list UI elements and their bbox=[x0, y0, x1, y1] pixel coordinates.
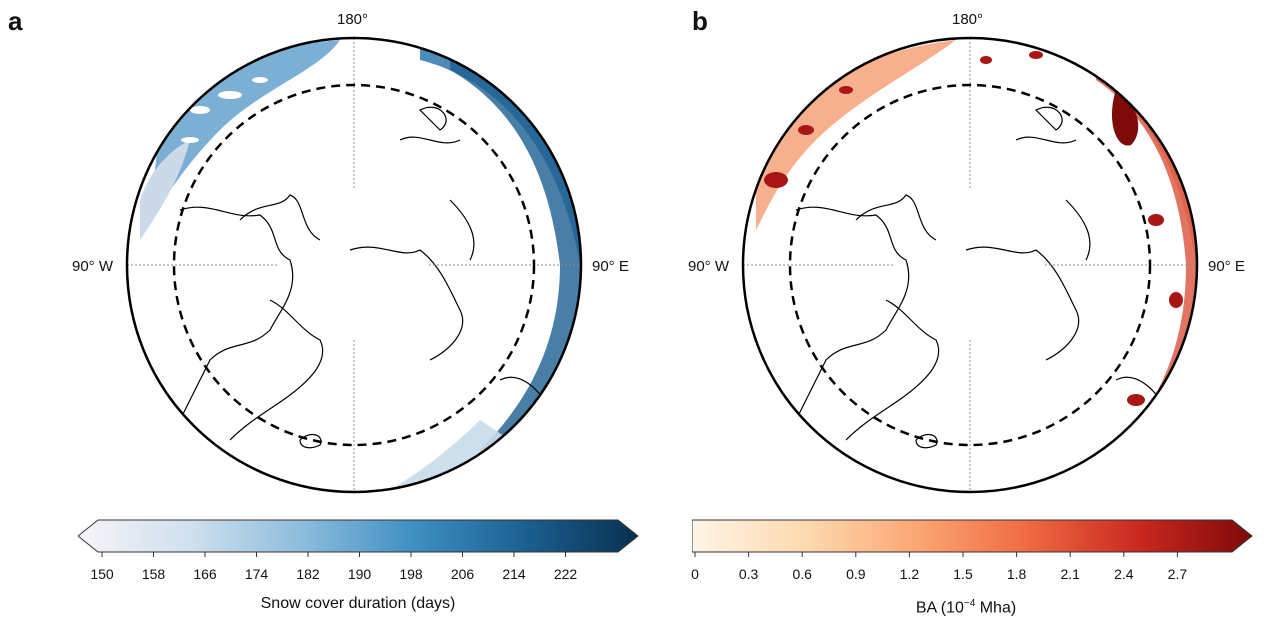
lon-label-90e-b: 90° E bbox=[1208, 258, 1245, 275]
fire-band-north-america bbox=[756, 40, 956, 230]
colorbar-ba-title: BA (10−4 Mha) bbox=[915, 598, 1017, 617]
panel-b-label: b bbox=[692, 6, 708, 36]
colorbar-snow bbox=[78, 519, 639, 557]
colorbar-tick-label: 0.9 bbox=[846, 566, 866, 582]
colorbar-tick-label: 1.5 bbox=[953, 566, 973, 582]
colorbar-tick-label: 182 bbox=[296, 566, 320, 582]
colorbar-tick-label: 1.8 bbox=[1006, 566, 1027, 582]
colorbar-tick-label: 198 bbox=[399, 566, 423, 582]
colorbar-snow-title: Snow cover duration (days) bbox=[260, 595, 456, 612]
colorbar-tick-label: 0.6 bbox=[792, 566, 812, 582]
lon-label-90e-a: 90° E bbox=[592, 258, 629, 275]
colorbar-tick-label: 2.7 bbox=[1167, 566, 1188, 582]
panel-a-label: a bbox=[8, 6, 23, 36]
colorbar-tick-label: 206 bbox=[450, 566, 475, 582]
arctic-circle bbox=[788, 83, 1152, 447]
colorbar-tick-label: 166 bbox=[193, 566, 217, 582]
colorbar-tick-label: 2.1 bbox=[1060, 566, 1080, 582]
lon-label-90w-b: 90° W bbox=[688, 258, 730, 275]
colorbar-tick-label: 174 bbox=[244, 566, 269, 582]
colorbar-tick-label: 190 bbox=[347, 566, 372, 582]
arctic-circle bbox=[172, 83, 536, 447]
snow-cover-map bbox=[125, 36, 583, 494]
colorbar-tick-label: 2.4 bbox=[1114, 566, 1134, 582]
lon-label-90w-a: 90° W bbox=[72, 258, 114, 275]
colorbar-tick-label: 214 bbox=[502, 566, 526, 582]
colorbar-tick-label: 222 bbox=[553, 566, 578, 582]
colorbar-tick-label: 0.3 bbox=[738, 566, 759, 582]
colorbar-ba bbox=[692, 519, 1253, 557]
lon-label-180-a: 180° bbox=[337, 11, 369, 28]
colorbar-tick-label: 150 bbox=[90, 566, 114, 582]
burned-area-map bbox=[741, 36, 1199, 494]
colorbar-tick-label: 0 bbox=[691, 566, 699, 582]
colorbar-tick-label: 1.2 bbox=[899, 566, 920, 582]
snow-band-north-america bbox=[150, 40, 340, 220]
map-boundary bbox=[741, 36, 1199, 494]
lon-label-180-b: 180° bbox=[952, 11, 984, 28]
map-boundary bbox=[125, 36, 583, 494]
colorbar-tick-label: 158 bbox=[141, 566, 166, 582]
